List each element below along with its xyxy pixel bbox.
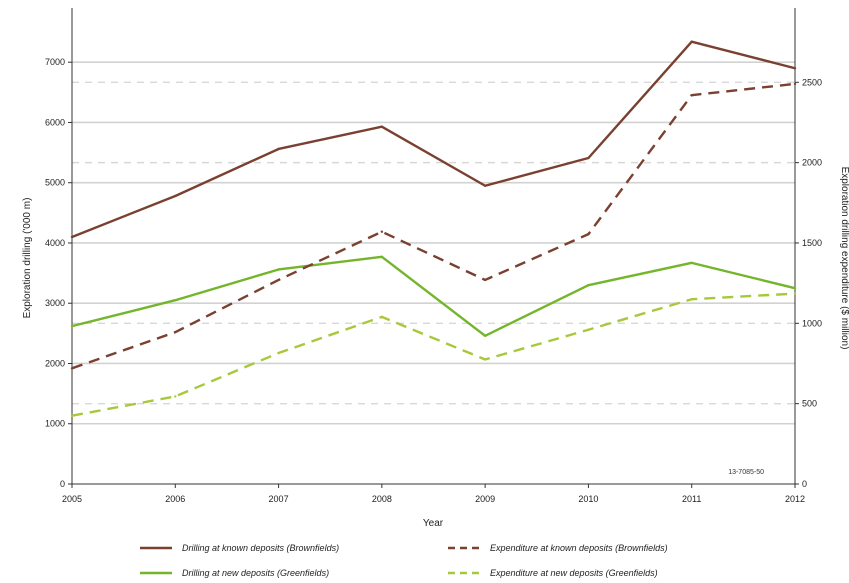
data-point-series-1 (70, 235, 74, 239)
tick-labels: 0 1000 2000 3000 4000 5000 6000 7000 0 500 1000 150… (45, 57, 822, 504)
y-tick-left-label: 7000 (45, 57, 65, 67)
data-point-series-3 (793, 82, 797, 86)
x-tick-label: 2006 (165, 494, 185, 504)
gridlines (72, 61, 795, 425)
y-tick-right-label: 1500 (802, 238, 822, 248)
data-point-series-4 (277, 351, 280, 355)
x-tick-label: 2009 (475, 494, 495, 504)
data-point-series-4 (174, 395, 177, 398)
data-point-series-1 (483, 184, 487, 187)
data-point-series-3 (690, 93, 693, 97)
data-point-series-4 (70, 414, 74, 417)
data-point-series-3 (70, 367, 74, 370)
data-point-series-2 (587, 283, 590, 287)
y-tick-right-label: 0 (802, 479, 807, 489)
data-point-series-3 (174, 330, 177, 334)
y-tick-left-label: 3000 (45, 298, 65, 308)
data-point-series-3 (380, 230, 384, 233)
data-point-series-2 (690, 261, 693, 265)
series-lines (70, 40, 797, 417)
data-point-series-4 (380, 315, 384, 319)
data-point-series-4 (690, 298, 693, 301)
y-tick-left-label: 1000 (45, 419, 65, 429)
y-tick-right-label: 1000 (802, 318, 822, 328)
data-point-series-1 (380, 125, 384, 128)
data-point-series-3 (277, 278, 280, 282)
x-tick-label: 2012 (785, 494, 805, 504)
data-point-series-1 (174, 194, 177, 198)
data-point-series-4 (587, 328, 590, 331)
data-point-series-4 (483, 358, 487, 361)
legend-label-4: Expenditure at new deposits (Greenfields… (490, 568, 658, 578)
y-tick-right-label: 500 (802, 399, 817, 409)
data-point-series-2 (70, 324, 74, 328)
y-tick-left-label: 4000 (45, 238, 65, 248)
series-line-2 (71, 255, 796, 337)
data-point-series-3 (483, 278, 487, 282)
legend: Drilling at known deposits (Brownfields)… (140, 543, 668, 578)
series-line-4 (71, 292, 796, 417)
data-point-series-1 (587, 156, 590, 160)
x-axis-title: Year (423, 518, 444, 529)
y-tick-left-label: 2000 (45, 358, 65, 368)
data-point-series-2 (793, 286, 797, 290)
data-point-series-2 (277, 268, 280, 271)
axes (68, 8, 799, 488)
x-tick-label: 2011 (682, 494, 701, 504)
x-tick-label: 2010 (578, 494, 598, 504)
series-line-3 (71, 82, 796, 370)
y-axis-left-title: Exploration drilling ('000 m) (22, 198, 33, 319)
data-point-series-1 (793, 67, 797, 70)
data-point-series-2 (483, 334, 487, 337)
data-point-series-1 (277, 147, 280, 151)
legend-label-2: Drilling at new deposits (Greenfields) (182, 568, 329, 578)
y-tick-left-label: 0 (60, 479, 65, 489)
data-point-series-2 (380, 255, 384, 259)
y-tick-left-label: 6000 (45, 117, 65, 127)
legend-label-3: Expenditure at known deposits (Brownfiel… (490, 543, 668, 553)
data-point-series-1 (690, 40, 693, 43)
y-axis-right-title: Exploration drilling expenditure ($ mill… (839, 167, 849, 350)
y-tick-right-label: 2500 (802, 77, 822, 87)
data-point-series-2 (174, 299, 177, 302)
figure-code: 13-7085-50 (728, 469, 764, 476)
data-point-series-3 (587, 232, 590, 236)
y-tick-right-label: 2000 (802, 158, 822, 168)
data-point-series-4 (793, 292, 797, 295)
series-line-1 (71, 40, 796, 239)
legend-label-1: Drilling at known deposits (Brownfields) (182, 543, 339, 553)
y-tick-left-label: 5000 (45, 178, 65, 188)
x-tick-label: 2008 (372, 494, 392, 504)
x-tick-label: 2007 (269, 494, 289, 504)
x-tick-label: 2005 (62, 494, 82, 504)
